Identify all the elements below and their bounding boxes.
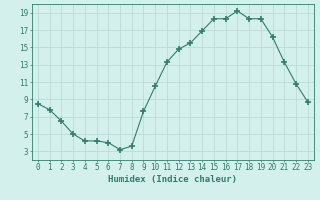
X-axis label: Humidex (Indice chaleur): Humidex (Indice chaleur) xyxy=(108,175,237,184)
